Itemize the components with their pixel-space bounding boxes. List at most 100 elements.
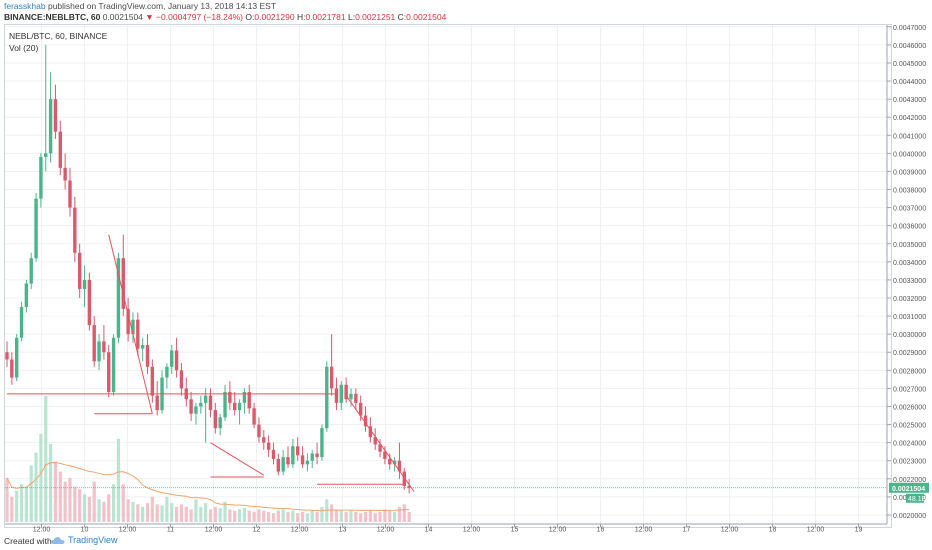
- trendline[interactable]: [210, 442, 265, 476]
- candle-body: [305, 460, 310, 465]
- volume-bar: [82, 494, 87, 522]
- author-link[interactable]: ferasskhab: [4, 1, 46, 11]
- price-tag-label: 0.0021504: [892, 486, 925, 493]
- candle-body: [87, 279, 92, 326]
- candle-body: [107, 352, 111, 393]
- low-label: L:: [348, 12, 356, 22]
- y-axis-label: 0.0039000: [893, 169, 926, 176]
- volume-bar: [383, 509, 387, 522]
- candle-body: [170, 350, 174, 367]
- candle-body: [378, 444, 382, 452]
- volume-bar: [208, 509, 213, 522]
- y-axis-label: 0.0045000: [893, 61, 926, 68]
- candle-body: [237, 402, 242, 411]
- volume-bar: [247, 510, 251, 522]
- candle-body: [10, 359, 14, 378]
- y-axis-label: 0.0034000: [893, 260, 926, 267]
- volume-bar: [136, 504, 140, 522]
- trendline[interactable]: [108, 234, 153, 414]
- candle-body: [252, 408, 256, 425]
- high-value: 0.0021781: [305, 12, 346, 22]
- candle-body: [325, 366, 329, 429]
- volume-bar: [393, 511, 397, 522]
- candlestick-chart[interactable]: 0.0047000 0.0046000 0.0045000 0.0044000 0.00…: [0, 0, 932, 532]
- x-axis-label: 18: [769, 527, 777, 533]
- x-axis-label: 16: [597, 527, 605, 533]
- publish-line: ferasskhab published on TradingView.com,…: [4, 1, 276, 12]
- high-label: H:: [296, 12, 306, 22]
- volume-bar: [315, 511, 319, 522]
- candle-body: [58, 131, 62, 168]
- volume-bar: [92, 481, 96, 522]
- volume-bar: [291, 510, 295, 522]
- y-axis-label: 0.0044000: [893, 79, 926, 86]
- created-with-text: Created with: [4, 536, 52, 546]
- candle-body: [77, 252, 82, 289]
- candle-body: [140, 345, 145, 349]
- y-axis-label: 0.0038000: [893, 188, 926, 195]
- candle-body: [358, 402, 363, 416]
- x-axis-label: 12:00: [721, 527, 739, 533]
- tradingview-brand[interactable]: TradingView: [51, 535, 118, 545]
- x-axis-label: 12:00: [807, 527, 825, 533]
- volume-bar: [267, 511, 271, 522]
- volume-bar: [10, 496, 14, 522]
- candle-body: [14, 337, 19, 378]
- y-axis-label: 0.0024000: [893, 441, 926, 448]
- candle-body: [174, 350, 179, 371]
- y-axis-label: 0.0032000: [893, 296, 926, 303]
- candle-body: [266, 442, 271, 450]
- volume-bar: [73, 486, 77, 522]
- open-label: O:: [245, 12, 255, 22]
- volume-bar: [141, 506, 145, 522]
- volume-bar: [271, 513, 276, 522]
- chart-frame[interactable]: [4, 24, 892, 528]
- volume-bar: [349, 510, 353, 522]
- y-axis-label: 0.0037000: [893, 206, 926, 213]
- y-axis-label: 0.0035000: [893, 242, 926, 249]
- candle-body: [262, 437, 266, 443]
- symbol-label: BINANCE:NEBLBTC, 60: [4, 12, 101, 22]
- volume-legend: Vol (20): [9, 43, 39, 53]
- candle-body: [145, 345, 150, 367]
- candle-body: [155, 395, 159, 411]
- volume-bar: [174, 506, 179, 522]
- candle-body: [189, 399, 193, 414]
- x-axis-label: 12:00: [205, 527, 223, 533]
- y-axis-label: 0.0046000: [893, 43, 926, 50]
- candle-body: [111, 337, 116, 393]
- candle-body: [228, 392, 232, 403]
- candle-body: [383, 451, 387, 459]
- candle-body: [363, 415, 368, 427]
- volume-bar: [204, 503, 208, 522]
- open-value: 0.0021290: [254, 12, 295, 22]
- candle-body: [208, 395, 213, 411]
- y-axis-label: 0.0028000: [893, 368, 926, 375]
- volume-bar: [397, 506, 402, 522]
- x-axis-label: 12:00: [635, 527, 653, 533]
- volume-bar: [286, 511, 290, 522]
- candle-body: [281, 457, 285, 472]
- y-axis-label: 0.0047000: [893, 25, 926, 32]
- volume-bar: [300, 511, 305, 522]
- volume-bar: [63, 481, 67, 522]
- volume-bar: [68, 477, 72, 522]
- volume-bar: [373, 513, 377, 522]
- candle-body: [150, 366, 155, 396]
- candle-body: [320, 428, 324, 458]
- series-legend: NEBL/BTC, 60, BINANCE: [9, 31, 108, 41]
- volume-bar: [160, 505, 164, 522]
- chart-header: ferasskhab published on TradingView.com,…: [0, 0, 932, 24]
- volume-bar: [24, 486, 28, 522]
- candle-body: [276, 458, 281, 472]
- volume-bar: [179, 504, 184, 522]
- x-axis-label: 12: [253, 527, 261, 533]
- candle-body: [165, 366, 169, 378]
- x-axis-label: 10: [81, 527, 89, 533]
- candle-body: [354, 393, 358, 403]
- volume-bar: [320, 506, 324, 522]
- trendline[interactable]: [345, 395, 415, 492]
- volume-bar: [44, 396, 48, 522]
- volume-bar: [189, 509, 193, 522]
- volume-bar: [242, 508, 247, 522]
